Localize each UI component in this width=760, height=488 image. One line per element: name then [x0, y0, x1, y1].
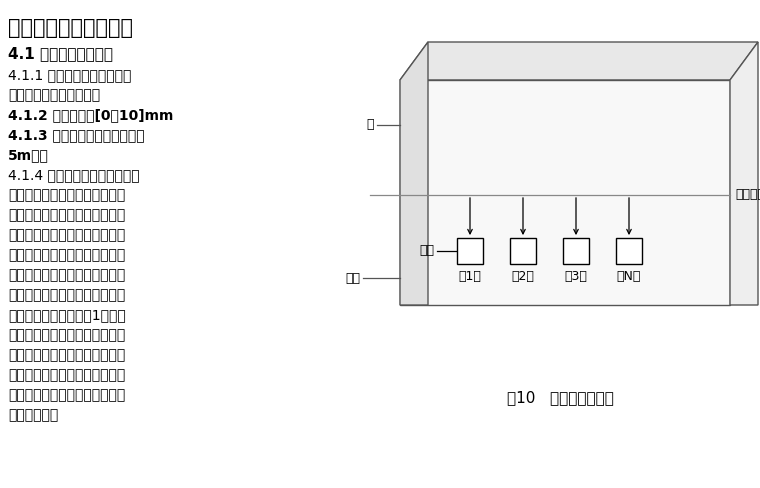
- Text: （抹灰阶段）的预埋线盒: （抹灰阶段）的预埋线盒: [8, 88, 100, 102]
- Text: 4.1.4 测量方法：所选的某一房: 4.1.4 测量方法：所选的某一房: [8, 168, 140, 182]
- Polygon shape: [400, 80, 730, 305]
- Text: 图10   线盒测量示意图: 图10 线盒测量示意图: [507, 390, 613, 405]
- Text: 四、安装工程实测实量: 四、安装工程实测实量: [8, 18, 133, 38]
- Text: 基准线的距离。选取其与水平基: 基准线的距离。选取其与水平基: [8, 268, 125, 282]
- Text: 4.1.3 测量工具：激光扫平仪、: 4.1.3 测量工具：激光扫平仪、: [8, 128, 144, 142]
- Text: 断是否合格。: 断是否合格。: [8, 408, 59, 422]
- Text: 出一条水平线。以该水平线为基: 出一条水平线。以该水平线为基: [8, 208, 125, 222]
- Text: 标高各电气底盒上口内壁至水平: 标高各电气底盒上口内壁至水平: [8, 248, 125, 262]
- Text: 第2尺: 第2尺: [511, 270, 534, 283]
- Text: 取其极差，根据上述合格标准判: 取其极差，根据上述合格标准判: [8, 388, 125, 402]
- Text: 第N尺: 第N尺: [617, 270, 641, 283]
- Text: 墙: 墙: [366, 119, 374, 131]
- Text: 准线之间实测值的极差，作为判: 准线之间实测值的极差，作为判: [8, 288, 125, 302]
- Polygon shape: [730, 42, 758, 305]
- Text: 第3尺: 第3尺: [565, 270, 587, 283]
- Bar: [457, 238, 483, 264]
- Bar: [616, 238, 642, 264]
- Text: 间内，使用激光扫平仪在墙面打: 间内，使用激光扫平仪在墙面打: [8, 188, 125, 202]
- Text: 线盒）的测量，得到一组数据，: 线盒）的测量，得到一组数据，: [8, 368, 125, 382]
- Text: 激光水平线: 激光水平线: [735, 188, 760, 202]
- Text: 地面: 地面: [345, 271, 360, 285]
- Text: 4.1 预埋线盒标高控制: 4.1 预埋线盒标高控制: [8, 46, 113, 61]
- Text: 4.1.1 测量对象：一个房间内: 4.1.1 测量对象：一个房间内: [8, 68, 131, 82]
- Text: 个房间多个墙面内可能设有多个: 个房间多个墙面内可能设有多个: [8, 348, 125, 362]
- Text: 第1尺: 第1尺: [458, 270, 481, 283]
- Polygon shape: [400, 42, 758, 80]
- Polygon shape: [400, 42, 428, 305]
- Bar: [510, 238, 536, 264]
- Bar: [563, 238, 589, 264]
- Text: 断该实测指标合格率的1个计算: 断该实测指标合格率的1个计算: [8, 308, 125, 322]
- Text: 5m卷尺: 5m卷尺: [8, 148, 49, 162]
- Text: 准，用钢卷尺测量该房间内同一: 准，用钢卷尺测量该房间内同一: [8, 228, 125, 242]
- Text: 线盒: 线盒: [419, 244, 434, 258]
- Text: 点，通过对房间内所有线盒（一: 点，通过对房间内所有线盒（一: [8, 328, 125, 342]
- Text: 4.1.2 合格标准：[0，10]mm: 4.1.2 合格标准：[0，10]mm: [8, 108, 173, 122]
